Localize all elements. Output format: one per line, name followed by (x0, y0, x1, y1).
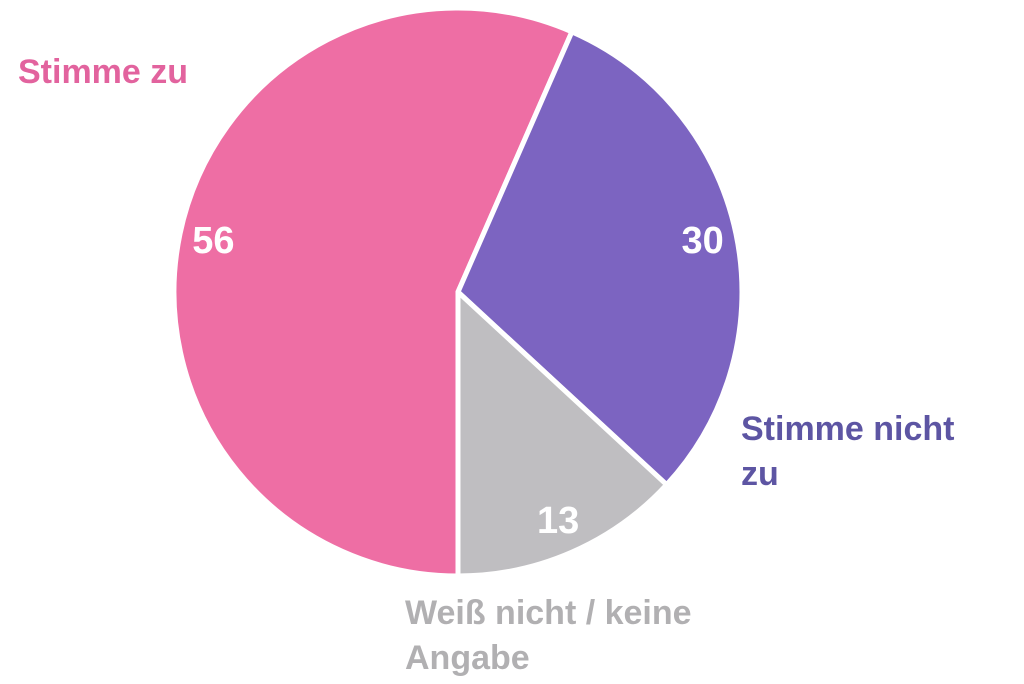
slice-label-stimme-nicht-zu: Stimme nicht zu (741, 410, 955, 493)
pie-slice-stimme-nicht-zu (455, 29, 745, 488)
pie-value-label-stimme-zu: 56 (192, 220, 234, 262)
pie-value-label-stimme-nicht-zu: 30 (681, 220, 723, 262)
pie-value-label-wei-nicht-keine-angabe: 13 (537, 500, 579, 542)
pie-slice-wei-nicht-keine-angabe (455, 289, 670, 579)
slice-label-weiss-nicht-keine-angabe: Weiß nicht / keine Angabe (405, 594, 692, 677)
slice-label-stimme-zu: Stimme zu (18, 53, 189, 91)
pie-slice-stimme-zu (171, 5, 575, 579)
